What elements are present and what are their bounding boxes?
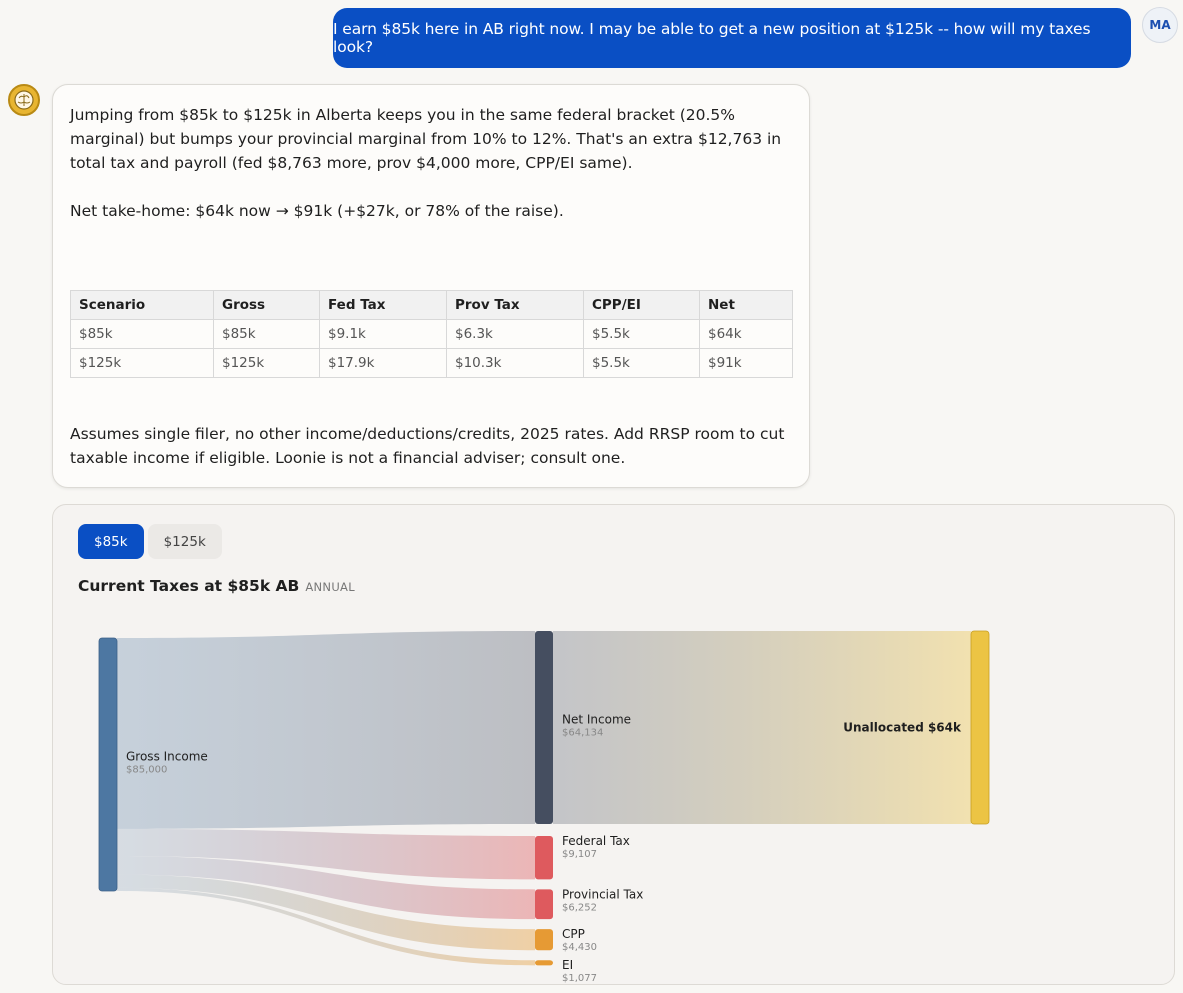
table-header-cell: Fed Tax: [319, 290, 447, 320]
node-label-cpp: CPP: [562, 927, 585, 941]
table-cell: $5.5k: [583, 348, 700, 378]
flow-net-income: [117, 631, 535, 829]
node-cpp: [535, 929, 553, 951]
flow-federal-tax: [117, 828, 535, 880]
flow-provincial-tax: [117, 855, 535, 920]
table-cell: $9.1k: [319, 319, 447, 349]
node-label-provincial-tax: Provincial Tax: [562, 887, 643, 901]
tab-85k[interactable]: $85k: [78, 524, 144, 559]
table-header-cell: Scenario: [70, 290, 214, 320]
table-header-cell: CPP/EI: [583, 290, 700, 320]
node-ei: [535, 960, 553, 966]
table-cell: $10.3k: [446, 348, 584, 378]
chart-title: Current Taxes at $85k AB ANNUAL: [78, 577, 355, 595]
node-value-federal-tax: $9,107: [562, 849, 597, 860]
flow-ei: [117, 887, 535, 966]
table-cell: $6.3k: [446, 319, 584, 349]
table-cell: $17.9k: [319, 348, 447, 378]
node-label-unallocated: Unallocated $64k: [843, 721, 962, 735]
node-label-gross-income: Gross Income: [126, 750, 208, 764]
node-net-income: [535, 631, 553, 824]
table-row: $125k $125k $17.9k $10.3k $5.5k $91k: [70, 348, 793, 378]
flow-unallocated: [553, 631, 971, 824]
flow-cpp: [117, 874, 535, 951]
user-message-bubble: I earn $85k here in AB right now. I may …: [333, 8, 1131, 68]
answer-disclaimer: Assumes single filer, no other income/de…: [70, 425, 785, 467]
table-row: $85k $85k $9.1k $6.3k $5.5k $64k: [70, 319, 793, 349]
chart-subtitle: ANNUAL: [305, 580, 355, 594]
brain-icon: [14, 90, 34, 110]
table-cell: $125k: [213, 348, 320, 378]
chart-card: $85k $125k Current Taxes at $85k AB ANNUA…: [52, 504, 1175, 985]
node-label-ei: EI: [562, 958, 573, 972]
table-cell: $5.5k: [583, 319, 700, 349]
node-value-cpp: $4,430: [562, 942, 597, 953]
node-value-ei: $1,077: [562, 973, 597, 984]
node-provincial-tax: [535, 889, 553, 920]
table-header-row: Scenario Gross Fed Tax Prov Tax CPP/EI N…: [70, 290, 793, 320]
tax-comparison-table: Scenario Gross Fed Tax Prov Tax CPP/EI N…: [70, 290, 793, 378]
node-value-net-income: $64,134: [562, 728, 603, 739]
user-message-row: I earn $85k here in AB right now. I may …: [333, 8, 1131, 68]
table-cell: $91k: [699, 348, 793, 378]
node-value-gross-income: $85,000: [126, 765, 167, 776]
chart-title-text: Current Taxes at $85k AB: [78, 577, 300, 595]
node-unallocated: [970, 630, 990, 825]
table-header-cell: Net: [699, 290, 793, 320]
node-gross-income: [98, 637, 118, 892]
assistant-avatar: [8, 84, 40, 116]
table-header-cell: Gross: [213, 290, 320, 320]
user-avatar[interactable]: MA: [1142, 7, 1178, 43]
answer-paragraph-1: Jumping from $85k to $125k in Alberta ke…: [70, 106, 782, 172]
table-cell: $85k: [213, 319, 320, 349]
table-cell: $64k: [699, 319, 793, 349]
scenario-tabs: $85k $125k: [78, 524, 222, 559]
node-value-provincial-tax: $6,252: [562, 902, 597, 913]
sankey-chart: Unallocated $64k Gross Income$85,000 Net I…: [98, 630, 990, 984]
answer-paragraph-2: Net take-home: $64k now → $91k (+$27k, o…: [70, 202, 564, 220]
table-cell: $85k: [70, 319, 214, 349]
table-header-cell: Prov Tax: [446, 290, 584, 320]
node-label-federal-tax: Federal Tax: [562, 834, 630, 848]
node-label-net-income: Net Income: [562, 713, 631, 727]
assistant-message-bubble: Jumping from $85k to $125k in Alberta ke…: [52, 84, 810, 488]
table-cell: $125k: [70, 348, 214, 378]
tab-125k[interactable]: $125k: [147, 524, 222, 559]
node-federal-tax: [535, 836, 553, 880]
